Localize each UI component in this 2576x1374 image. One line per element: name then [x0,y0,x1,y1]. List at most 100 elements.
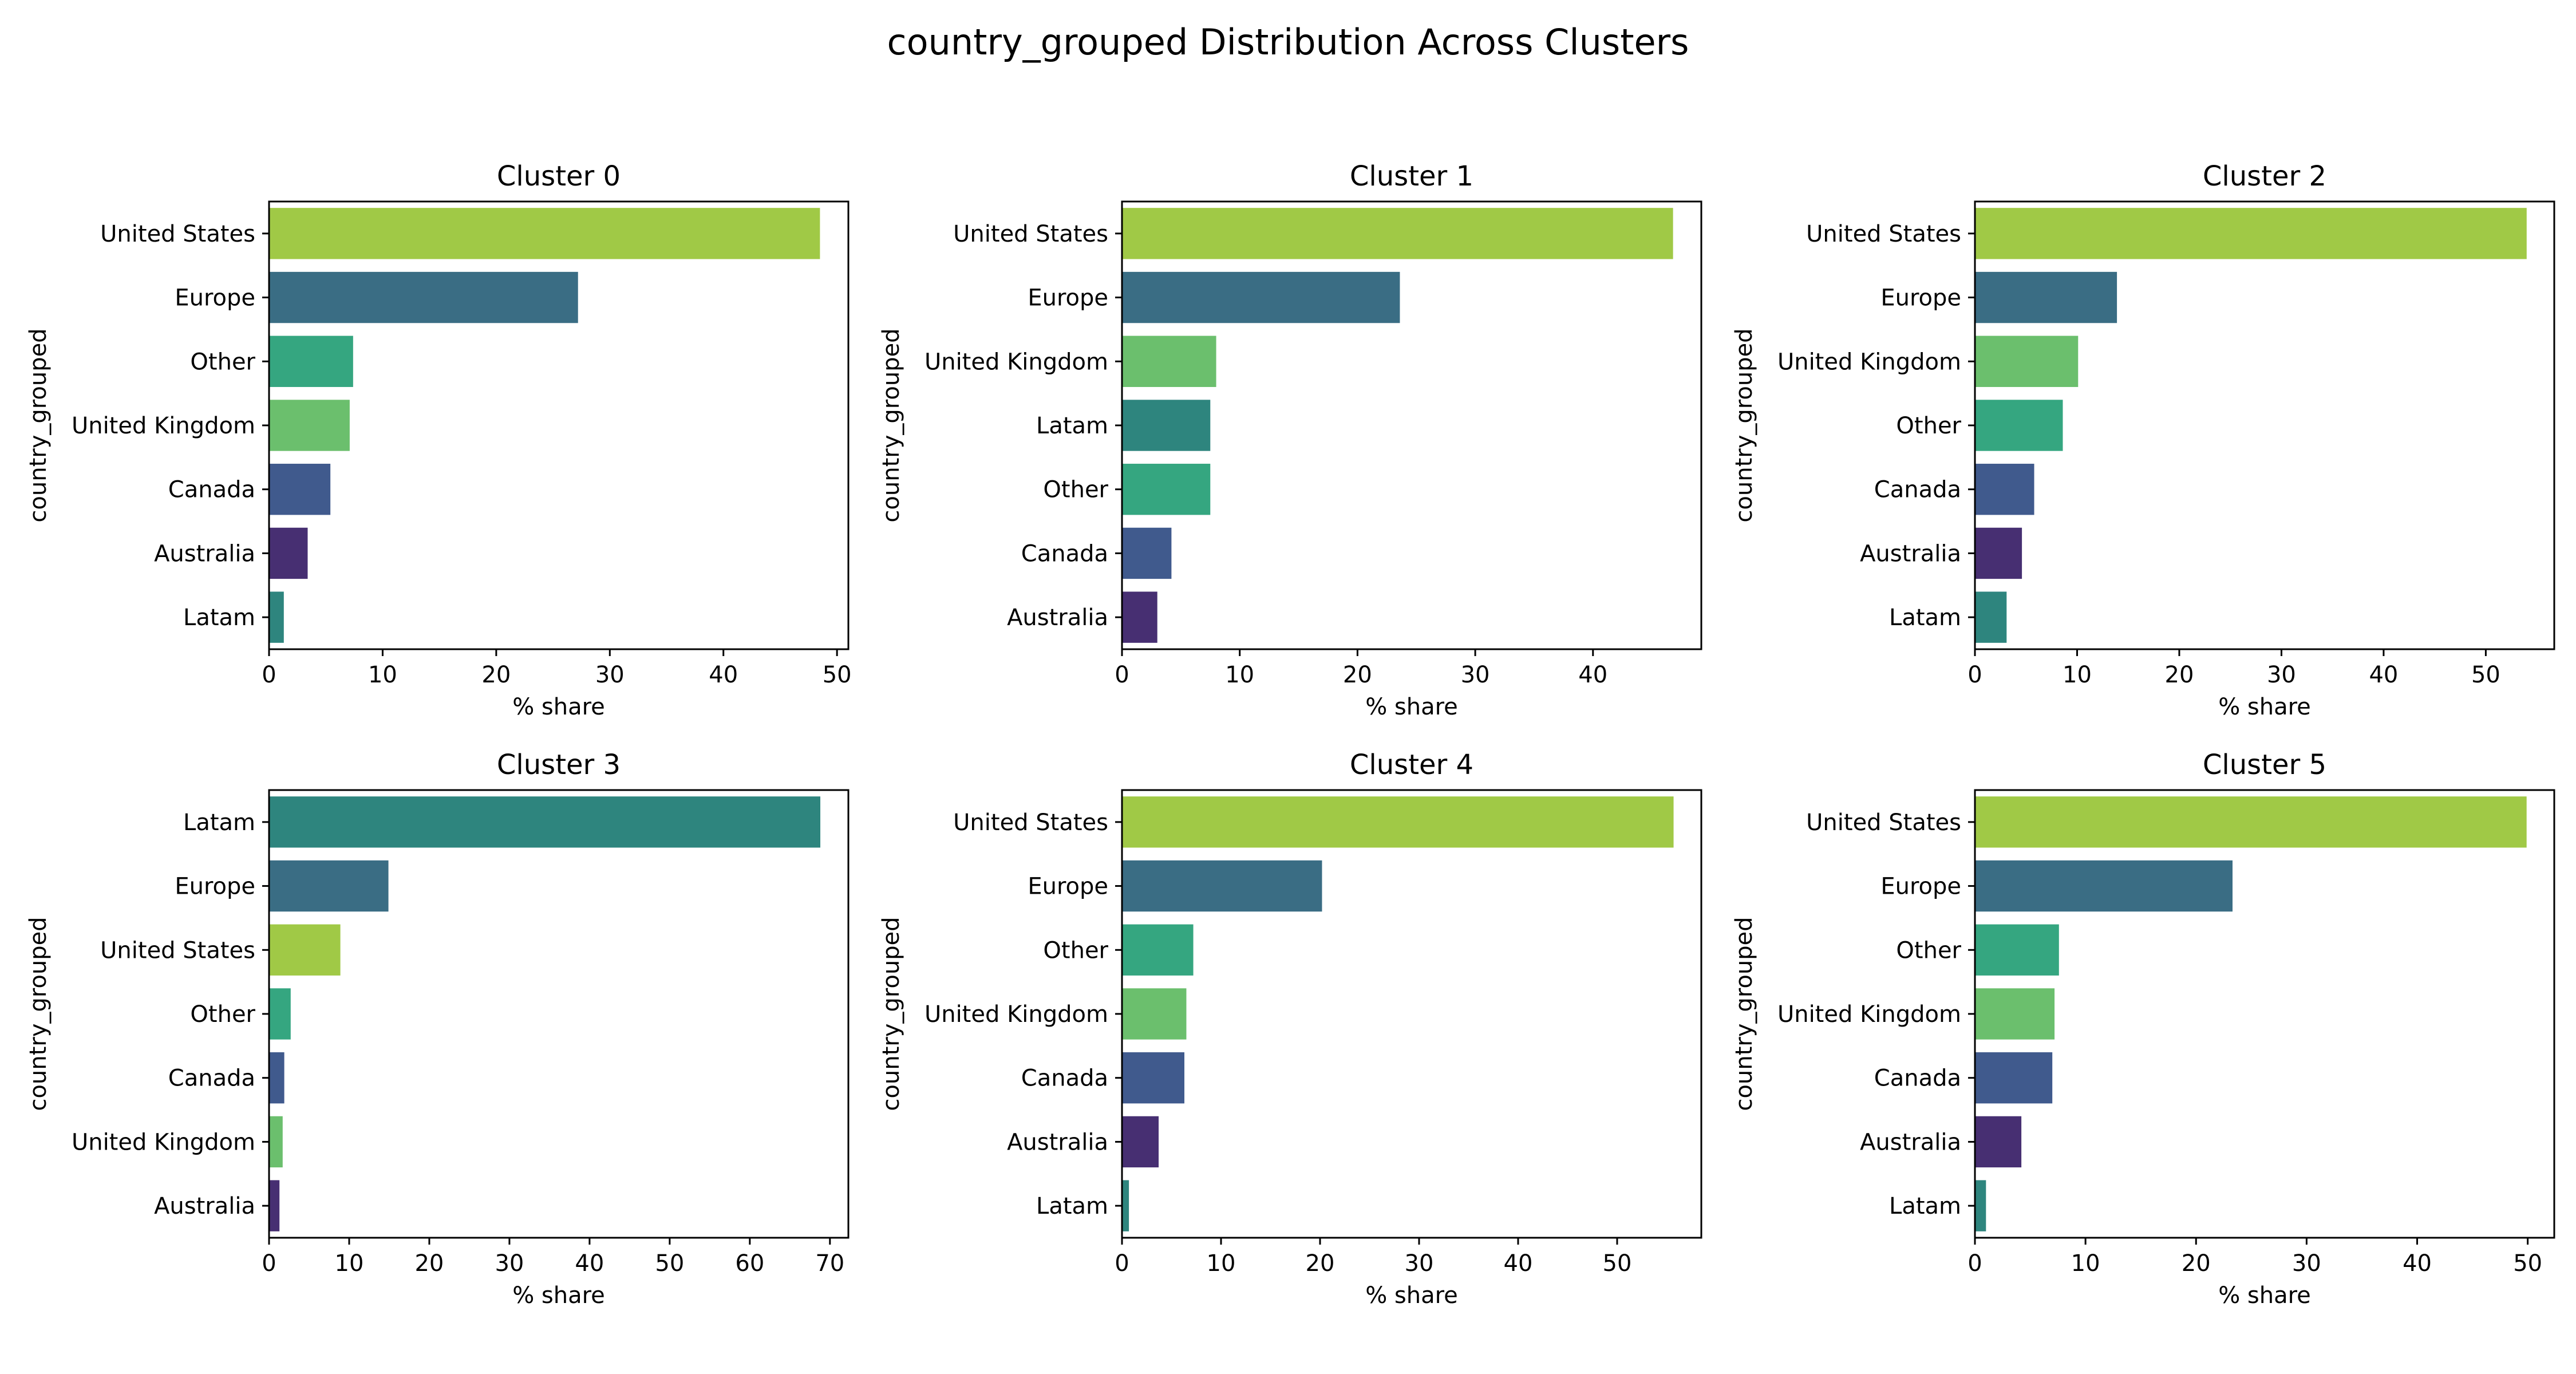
x-tick-label: 50 [1603,1250,1632,1277]
y-tick-label: Australia [1860,1129,1961,1155]
y-tick-label: United Kingdom [1777,349,1961,375]
bar-europe [1122,271,1400,323]
chart-panel-5: United States Europe Other United Kingdom Ca… [1731,749,2555,1309]
panel-title: Cluster 0 [497,160,621,192]
y-tick-label: Europe [1880,874,1961,900]
bar-other [269,335,353,387]
bar-other [269,988,291,1040]
y-tick-label: United States [1806,810,1961,836]
y-tick-label: United States [1806,221,1961,247]
x-tick-label: 50 [2513,1250,2542,1277]
y-tick-label: Europe [175,874,255,900]
bar-latam [1975,1180,1986,1231]
bar-europe [1975,860,2233,912]
x-tick-label: 10 [1225,662,1254,688]
x-tick-label: 0 [262,1250,276,1277]
figure-title: country_grouped Distribution Across Clus… [887,21,1689,63]
x-axis-label: % share [2218,1282,2311,1309]
x-tick-label: 0 [262,662,276,688]
y-axis-label: country_grouped [25,328,52,522]
x-tick-label: 30 [1405,1250,1434,1277]
x-tick-label: 10 [335,1250,364,1277]
x-tick-label: 40 [1504,1250,1533,1277]
y-tick-label: United Kingdom [72,1129,255,1155]
y-tick-label: Latam [183,810,255,836]
y-tick-label: Australia [1007,1129,1108,1155]
y-tick-label: Latam [1889,1193,1961,1219]
plot-frame [268,200,850,650]
x-tick-label: 30 [2292,1250,2321,1277]
y-tick-label: Other [190,349,255,375]
bar-latam [1122,1180,1129,1231]
bar-australia [269,527,308,579]
y-axis-label: country_grouped [878,917,904,1111]
x-tick-label: 30 [1461,662,1490,688]
y-tick-label: Latam [183,605,255,631]
y-axis-label: country_grouped [1731,328,1757,522]
bar-latam [269,796,821,848]
y-tick-label: Canada [1021,540,1108,567]
bar-latam [1975,591,2007,643]
bar-europe [269,271,578,323]
y-tick-label: Latam [1036,413,1108,439]
x-tick-label: 40 [709,662,738,688]
y-tick-label: Australia [154,540,255,567]
y-tick-label: Other [1896,937,1961,964]
y-tick-label: United States [953,221,1108,247]
y-tick-label: Europe [1028,874,1108,900]
chart-panel-0: United States Europe Other United Kingdom Ca… [25,160,852,720]
x-tick-label: 70 [815,1250,844,1277]
chart-panel-2: United States Europe United Kingdom Other Ca… [1731,160,2555,720]
plot-frame [1974,200,2555,650]
subplot-grid: United States Europe Other United Kingdom Ca… [25,160,2555,1309]
x-axis-label: % share [512,1282,605,1309]
x-tick-label: 0 [1115,1250,1129,1277]
y-axis-label: country_grouped [1731,917,1757,1111]
bar-australia [1122,591,1157,643]
bar-other [1122,464,1211,515]
bar-united-states [269,208,820,259]
y-tick-label: Latam [1889,605,1961,631]
bar-australia [1975,1116,2022,1168]
chart-panel-4: United States Europe Other United Kingdom Ca… [878,749,1702,1309]
bar-canada [1975,464,2034,515]
bar-united-kingdom [269,400,350,451]
x-tick-label: 0 [1967,1250,1982,1277]
y-tick-label: United Kingdom [924,1001,1108,1028]
x-tick-label: 30 [495,1250,524,1277]
x-tick-label: 20 [2165,662,2194,688]
panel-title: Cluster 4 [1350,749,1473,781]
bar-united-kingdom [1975,335,2079,387]
bar-united-states [1122,208,1673,259]
x-tick-label: 10 [2063,662,2092,688]
bar-other [1975,924,2059,976]
y-tick-label: United Kingdom [1777,1001,1961,1028]
y-tick-label: Australia [154,1193,255,1219]
y-tick-label: Canada [1021,1065,1108,1092]
y-tick-label: Canada [1874,477,1961,503]
y-axis-label: country_grouped [25,917,52,1111]
bar-other [1122,924,1194,976]
x-tick-label: 20 [1306,1250,1335,1277]
bar-united-states [1975,796,2527,848]
x-axis-label: % share [1365,1282,1458,1309]
x-tick-label: 40 [1578,662,1607,688]
chart-panel-1: United States Europe United Kingdom Latam Ot… [878,160,1702,720]
bar-canada [1122,1052,1184,1104]
panel-title: Cluster 3 [497,749,621,781]
bar-united-states [1122,796,1674,848]
bar-canada [269,464,331,515]
x-tick-label: 10 [1207,1250,1236,1277]
x-tick-label: 40 [2403,1250,2432,1277]
x-axis-label: % share [512,694,605,720]
bar-united-kingdom [1122,988,1187,1040]
bar-australia [269,1180,280,1231]
y-tick-label: Australia [1007,605,1108,631]
y-tick-label: Other [190,1001,255,1028]
bar-other [1975,400,2063,451]
x-tick-label: 50 [823,662,852,688]
x-tick-label: 30 [2267,662,2296,688]
plot-frame [1121,200,1702,650]
x-tick-label: 0 [1967,662,1982,688]
